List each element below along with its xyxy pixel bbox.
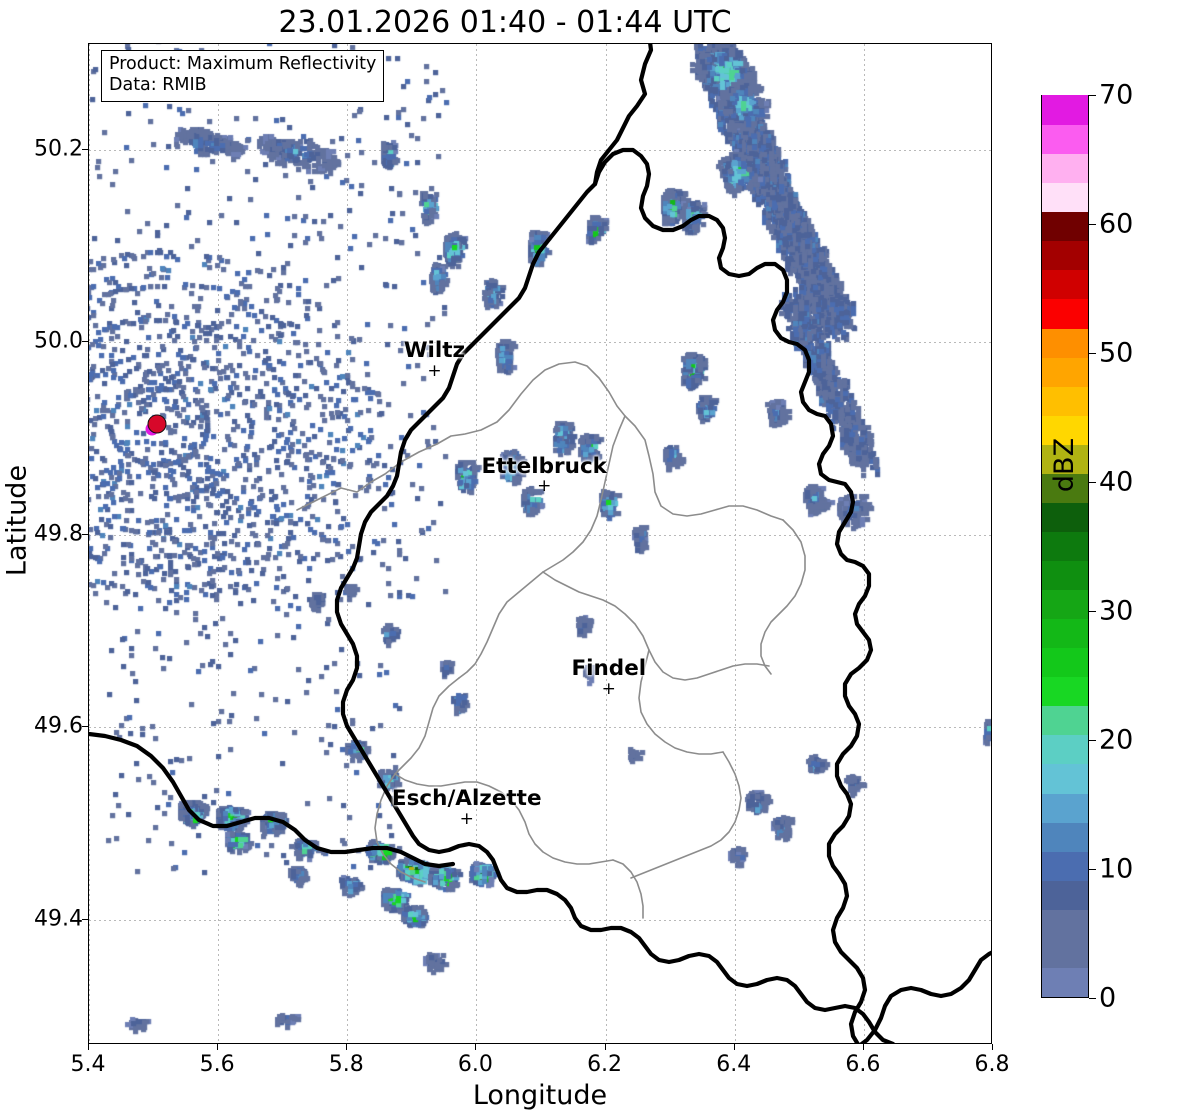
x-axis-tick-label: 6.8	[974, 1052, 1010, 1077]
x-axis-tick	[88, 1044, 89, 1050]
colorbar-band	[1042, 356, 1088, 387]
city-name: Findel	[571, 656, 647, 682]
x-axis-tick	[862, 1044, 864, 1050]
colorbar-tick	[1089, 224, 1096, 226]
y-axis-tick	[82, 148, 88, 150]
colorbar-band	[1042, 588, 1088, 620]
map-clip-region: Wiltz + Ettelbruck + Findel + Esch/Alzette +	[89, 44, 991, 1043]
colorbar-band	[1042, 414, 1088, 445]
y-axis-tick	[82, 533, 88, 535]
x-axis-title: Longitude	[472, 1080, 608, 1111]
radar-site-marker[interactable]	[147, 414, 167, 434]
colorbar-band	[1042, 181, 1088, 213]
colorbar-tick-label: 60	[1099, 208, 1134, 240]
city-cross-marker: +	[601, 678, 616, 699]
colorbar-band	[1042, 966, 1088, 997]
x-axis-tick	[992, 1044, 993, 1050]
colorbar-tick	[1089, 998, 1096, 1000]
city-name: Wiltz	[403, 338, 466, 364]
x-axis-tick	[604, 1044, 606, 1050]
colorbar-tick-label: 30	[1099, 595, 1134, 627]
x-axis-tick	[733, 1044, 735, 1050]
colorbar-band	[1042, 734, 1088, 765]
colorbar-band	[1042, 559, 1088, 591]
colorbar-band	[1042, 646, 1088, 678]
colorbar-band	[1042, 530, 1088, 562]
city-name: Esch/Alzette	[391, 786, 542, 811]
colorbar-band	[1042, 908, 1088, 939]
colorbar-band	[1042, 705, 1088, 736]
colorbar-band	[1042, 327, 1088, 358]
x-axis-tick-label: 6.0	[457, 1052, 493, 1077]
colorbar-tick-label: 0	[1099, 982, 1117, 1014]
colorbar-band	[1042, 675, 1088, 707]
colorbar-tick	[1089, 482, 1096, 484]
colorbar-title: dBZ	[1049, 437, 1080, 493]
y-axis-tick	[82, 341, 88, 343]
colorbar-band	[1042, 210, 1088, 242]
colorbar-band	[1042, 385, 1088, 416]
y-axis-tick-label: 50.0	[34, 328, 83, 354]
colorbar-tick-label: 40	[1099, 466, 1134, 498]
colorbar-band	[1042, 850, 1088, 881]
y-axis-tick	[82, 918, 88, 920]
colorbar-band	[1042, 152, 1088, 184]
city-label-esch-alzette: Esch/Alzette +	[392, 788, 542, 829]
x-axis-tick-label: 5.8	[328, 1052, 364, 1077]
colorbar-tick	[1089, 869, 1096, 871]
radar-map-plot[interactable]: Wiltz + Ettelbruck + Findel + Esch/Alzette +	[88, 43, 992, 1044]
colorbar-band	[1042, 298, 1088, 329]
city-label-wiltz: Wiltz +	[404, 340, 465, 381]
colorbar-tick-label: 10	[1099, 853, 1134, 885]
colorbar-band	[1042, 443, 1088, 474]
x-axis-tick-label: 6.2	[587, 1052, 623, 1077]
colorbar-band	[1042, 269, 1088, 300]
colorbar-band	[1042, 617, 1088, 649]
x-axis-tick	[475, 1044, 477, 1050]
x-axis-tick	[346, 1044, 348, 1050]
x-axis-tick-label: 6.6	[845, 1052, 881, 1077]
y-axis-title: Latitude	[1, 464, 33, 577]
colorbar-band	[1042, 123, 1088, 155]
colorbar-tick	[1089, 353, 1096, 355]
city-label-ettelbruck: Ettelbruck +	[481, 456, 607, 497]
colorbar-tick-label: 50	[1099, 337, 1134, 369]
product-line: Product: Maximum Reflectivity	[109, 54, 377, 74]
colorbar-band	[1042, 879, 1088, 910]
colorbar-band	[1042, 472, 1088, 503]
district-boundaries-layer	[296, 361, 806, 919]
city-cross-marker: +	[537, 476, 552, 497]
colorbar-band	[1042, 239, 1088, 271]
city-cross-marker: +	[459, 808, 474, 829]
colorbar-tick	[1089, 95, 1096, 97]
colorbar-tick-label: 20	[1099, 724, 1134, 756]
city-name: Ettelbruck	[481, 453, 607, 479]
product-info-box: Product: Maximum Reflectivity Data: RMIB	[101, 50, 385, 102]
x-axis-tick-label: 5.6	[199, 1052, 235, 1077]
x-axis-tick-label: 6.4	[716, 1052, 752, 1077]
colorbar[interactable]	[1041, 94, 1089, 998]
colorbar-band	[1042, 763, 1088, 794]
colorbar-tick	[1089, 740, 1096, 742]
city-cross-marker: +	[427, 360, 442, 381]
city-label-findel: Findel +	[571, 658, 646, 699]
data-source-line: Data: RMIB	[109, 75, 207, 96]
page-title: 23.01.2026 01:40 - 01:44 UTC	[278, 5, 732, 40]
colorbar-band	[1042, 501, 1088, 532]
colorbar-tick	[1089, 611, 1096, 613]
colorbar-band	[1042, 821, 1088, 852]
y-axis-tick-label: 49.4	[34, 906, 83, 932]
y-axis-tick-label: 50.2	[34, 136, 83, 162]
colorbar-band	[1042, 792, 1088, 823]
colorbar-band	[1042, 94, 1088, 126]
x-axis-tick	[217, 1044, 219, 1050]
y-axis-tick	[82, 726, 88, 728]
x-axis-tick-label: 5.4	[70, 1052, 106, 1077]
y-axis-tick-label: 49.8	[34, 521, 83, 547]
colorbar-tick-label: 70	[1099, 79, 1134, 111]
y-axis-tick-label: 49.6	[34, 713, 83, 739]
national-borders-layer	[89, 44, 991, 1043]
colorbar-band	[1042, 937, 1088, 968]
